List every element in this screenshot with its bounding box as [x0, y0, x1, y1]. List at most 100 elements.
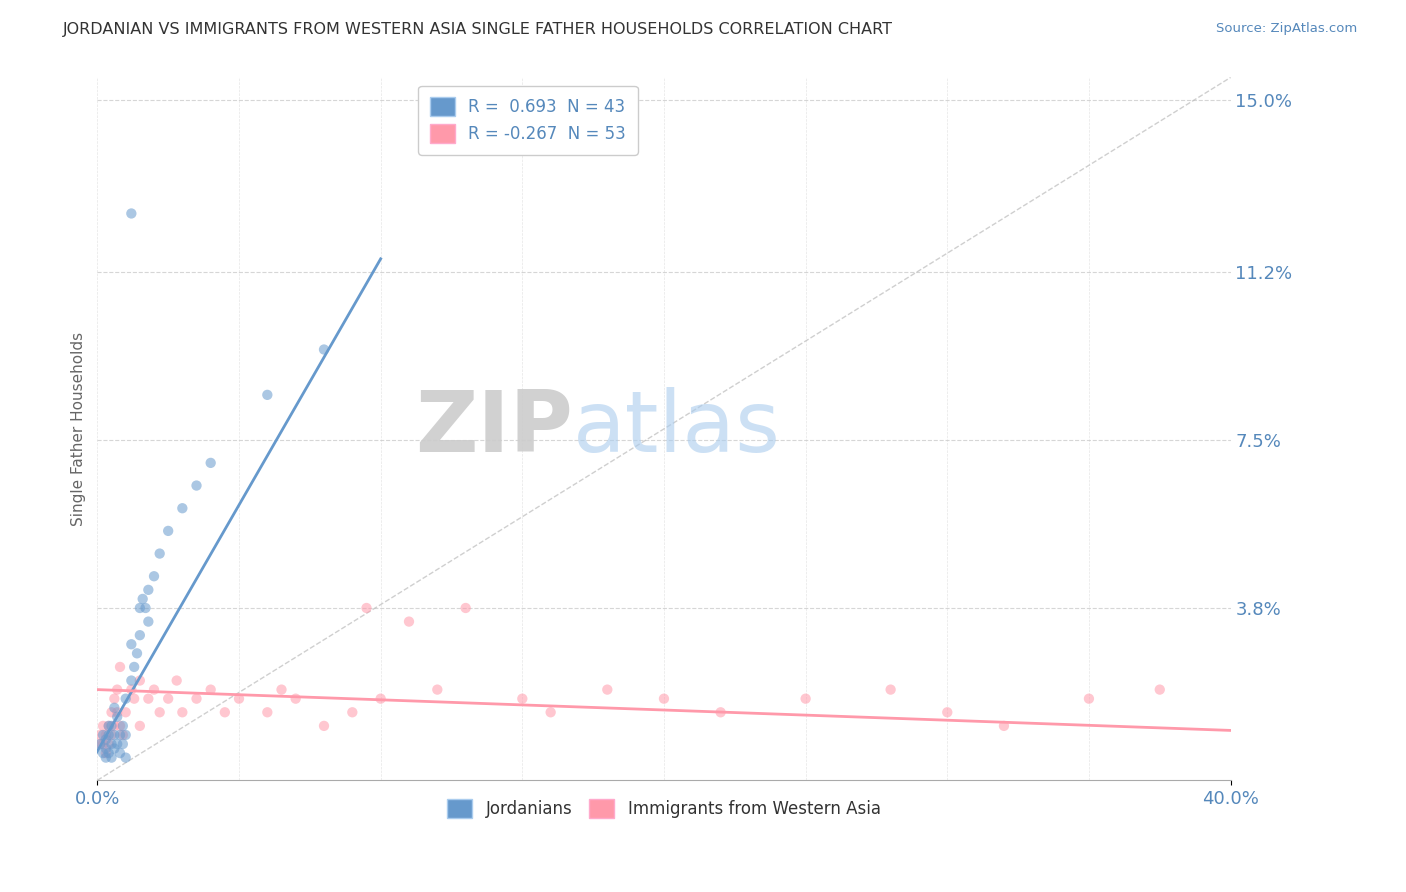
Point — [94, 746, 117, 760]
Point — [97, 719, 120, 733]
Point — [97, 737, 120, 751]
Point — [103, 691, 125, 706]
Point — [108, 660, 131, 674]
Point — [510, 691, 533, 706]
Point — [131, 591, 153, 606]
Point — [138, 582, 160, 597]
Point — [91, 728, 114, 742]
Point — [879, 682, 901, 697]
Point — [284, 691, 307, 706]
Point — [103, 728, 125, 742]
Y-axis label: Single Father Households: Single Father Households — [72, 332, 86, 526]
Point — [94, 741, 117, 756]
Point — [794, 691, 817, 706]
Point — [120, 682, 142, 697]
Point — [114, 706, 136, 720]
Point — [89, 737, 111, 751]
Point — [138, 615, 160, 629]
Point — [100, 706, 122, 720]
Point — [200, 456, 222, 470]
Point — [103, 700, 125, 714]
Point — [228, 691, 250, 706]
Point — [128, 719, 150, 733]
Point — [186, 478, 208, 492]
Point — [114, 728, 136, 742]
Text: JORDANIAN VS IMMIGRANTS FROM WESTERN ASIA SINGLE FATHER HOUSEHOLDS CORRELATION C: JORDANIAN VS IMMIGRANTS FROM WESTERN ASI… — [63, 22, 893, 37]
Point — [97, 719, 120, 733]
Point — [342, 706, 364, 720]
Point — [111, 728, 134, 742]
Point — [149, 547, 172, 561]
Point — [1077, 691, 1099, 706]
Point — [108, 746, 131, 760]
Point — [710, 706, 733, 720]
Point — [114, 691, 136, 706]
Point — [120, 637, 142, 651]
Point — [270, 682, 292, 697]
Point — [128, 673, 150, 688]
Point — [454, 601, 477, 615]
Point — [134, 601, 156, 615]
Point — [89, 737, 111, 751]
Text: Source: ZipAtlas.com: Source: ZipAtlas.com — [1216, 22, 1357, 36]
Point — [120, 206, 142, 220]
Point — [105, 682, 128, 697]
Point — [172, 706, 194, 720]
Point — [105, 706, 128, 720]
Point — [97, 746, 120, 760]
Text: atlas: atlas — [574, 387, 782, 470]
Point — [105, 710, 128, 724]
Point — [97, 728, 120, 742]
Point — [157, 691, 180, 706]
Point — [111, 719, 134, 733]
Point — [596, 682, 619, 697]
Point — [149, 706, 172, 720]
Point — [94, 750, 117, 764]
Point — [105, 737, 128, 751]
Point — [100, 719, 122, 733]
Point — [157, 524, 180, 538]
Point — [356, 601, 378, 615]
Point — [186, 691, 208, 706]
Point — [108, 719, 131, 733]
Point — [138, 691, 160, 706]
Point — [120, 673, 142, 688]
Point — [94, 732, 117, 747]
Point — [122, 660, 145, 674]
Point — [89, 728, 111, 742]
Point — [108, 728, 131, 742]
Point — [1149, 682, 1171, 697]
Point — [91, 719, 114, 733]
Point — [200, 682, 222, 697]
Point — [100, 737, 122, 751]
Point — [143, 682, 166, 697]
Point — [398, 615, 420, 629]
Point — [312, 719, 335, 733]
Point — [172, 501, 194, 516]
Text: ZIP: ZIP — [416, 387, 574, 470]
Point — [111, 737, 134, 751]
Point — [91, 737, 114, 751]
Point — [652, 691, 675, 706]
Point — [256, 706, 278, 720]
Point — [100, 728, 122, 742]
Point — [936, 706, 959, 720]
Point — [122, 691, 145, 706]
Point — [128, 601, 150, 615]
Point — [993, 719, 1015, 733]
Point — [103, 719, 125, 733]
Point — [91, 746, 114, 760]
Point — [100, 750, 122, 764]
Point — [128, 628, 150, 642]
Point — [214, 706, 236, 720]
Point — [166, 673, 188, 688]
Legend: Jordanians, Immigrants from Western Asia: Jordanians, Immigrants from Western Asia — [440, 793, 887, 825]
Point — [426, 682, 449, 697]
Point — [312, 343, 335, 357]
Point — [103, 741, 125, 756]
Point — [94, 728, 117, 742]
Point — [370, 691, 392, 706]
Point — [540, 706, 562, 720]
Point — [114, 750, 136, 764]
Point — [143, 569, 166, 583]
